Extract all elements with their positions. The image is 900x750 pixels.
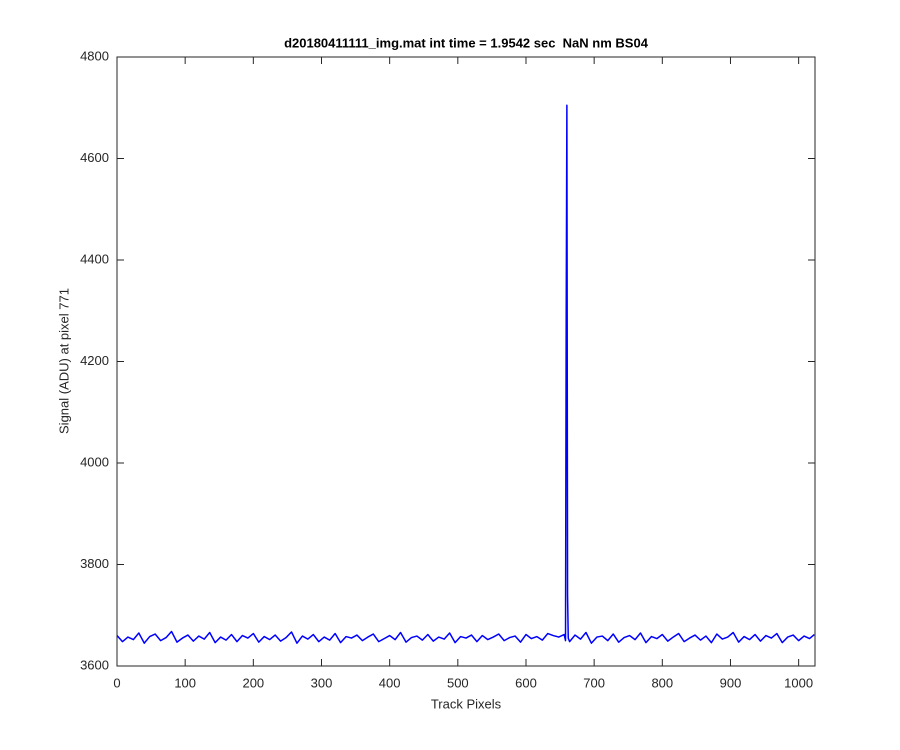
x-tick-label: 900 bbox=[720, 675, 742, 690]
y-tick-label: 4600 bbox=[80, 150, 109, 165]
y-tick-label: 3800 bbox=[80, 556, 109, 571]
chart-title: d20180411111_img.mat int time = 1.9542 s… bbox=[284, 35, 649, 50]
x-tick-label: 400 bbox=[379, 675, 401, 690]
x-tick-label: 600 bbox=[515, 675, 537, 690]
x-tick-label: 500 bbox=[447, 675, 469, 690]
y-tick-label: 4000 bbox=[80, 454, 109, 469]
x-axis-label: Track Pixels bbox=[431, 696, 502, 711]
y-tick-label: 3600 bbox=[80, 657, 109, 672]
x-tick-label: 200 bbox=[242, 675, 264, 690]
y-tick-label: 4200 bbox=[80, 353, 109, 368]
data-line bbox=[116, 104, 815, 644]
x-tick-label: 800 bbox=[651, 675, 673, 690]
y-tick-label: 4400 bbox=[80, 251, 109, 266]
y-axis-label: Signal (ADU) at pixel 771 bbox=[56, 288, 71, 434]
x-tick-label: 1000 bbox=[784, 675, 813, 690]
x-tick-label: 300 bbox=[311, 675, 333, 690]
x-tick-label: 0 bbox=[113, 675, 120, 690]
y-tick-label: 4800 bbox=[80, 48, 109, 63]
x-tick-label: 100 bbox=[174, 675, 196, 690]
x-tick-label: 700 bbox=[583, 675, 605, 690]
